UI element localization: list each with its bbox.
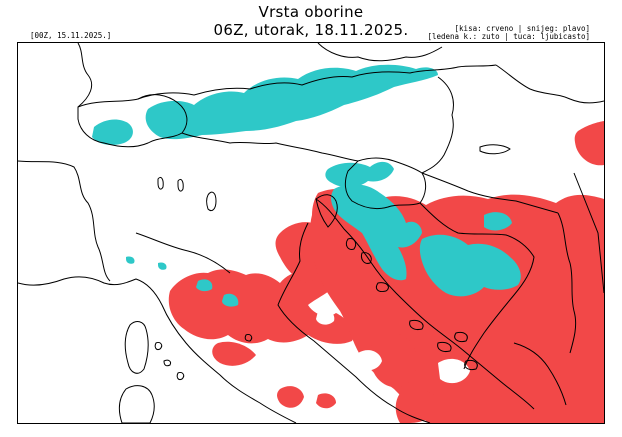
border-bosnia-serbia bbox=[557, 212, 577, 354]
coast-capraia bbox=[154, 342, 163, 350]
model-run-label: [00Z, 15.11.2025.] bbox=[30, 31, 112, 40]
rain-area-west-south bbox=[212, 341, 256, 366]
dry-gap-1 bbox=[358, 350, 382, 371]
lake-garda bbox=[206, 191, 217, 212]
rain-area-west bbox=[168, 268, 354, 344]
lakes-layer bbox=[157, 144, 511, 342]
lake-trasimeno bbox=[244, 334, 253, 342]
snow-area-bosnia bbox=[419, 234, 521, 297]
legend-line-1: [kisa: crveno | snijeg: plavo] bbox=[454, 24, 590, 33]
snow-area-slovenia bbox=[325, 161, 394, 188]
border-italy-apennine-region bbox=[135, 232, 231, 274]
map-canvas bbox=[18, 43, 604, 423]
border-montenegro bbox=[513, 342, 567, 406]
snow-spot-switzerland bbox=[172, 119, 193, 135]
coast-adriatic-italy bbox=[277, 222, 431, 423]
coast-islands-1 bbox=[345, 238, 357, 250]
snow-spot-tuscany bbox=[196, 279, 213, 292]
legend-line-2: [ledena k.: zuto | tuca: ljubicasto] bbox=[427, 32, 590, 41]
map-subtitle: 06Z, utorak, 18.11.2025. bbox=[213, 21, 409, 39]
dry-gap-2 bbox=[438, 358, 470, 384]
borders-layer bbox=[18, 43, 604, 406]
rain-area-italy-east bbox=[369, 332, 417, 388]
dry-gap-3 bbox=[316, 309, 335, 325]
coast-elba bbox=[163, 359, 171, 367]
rain-area-east-edge bbox=[574, 121, 604, 166]
coastline-layer bbox=[18, 194, 535, 423]
coast-istria bbox=[315, 194, 338, 228]
coast-islands-6 bbox=[464, 360, 478, 370]
precipitation-type-map bbox=[17, 42, 605, 424]
coast-corsica bbox=[124, 321, 149, 374]
coast-islands-7 bbox=[454, 332, 468, 342]
lake-balaton bbox=[479, 144, 511, 155]
border-slovenia bbox=[344, 157, 427, 210]
border-czech bbox=[317, 43, 443, 62]
border-germany-austria bbox=[137, 64, 497, 100]
border-austria-italy bbox=[181, 132, 359, 162]
snow-band-alps-north bbox=[145, 64, 438, 140]
border-east-right bbox=[573, 172, 604, 294]
lake-maggiore bbox=[157, 176, 164, 190]
border-germany-north bbox=[77, 43, 93, 108]
border-east-hungary bbox=[495, 64, 604, 104]
border-croatia-hungary bbox=[421, 172, 559, 214]
coast-islands-4 bbox=[409, 320, 424, 330]
snow-spot-apennine bbox=[222, 293, 239, 307]
coast-pianosa bbox=[176, 372, 185, 380]
coast-ligurian-tyrrhenian bbox=[18, 276, 297, 423]
snow-area-croatia bbox=[331, 184, 422, 281]
snow-area-bosnia-east bbox=[484, 212, 512, 231]
snow-spot-po-2 bbox=[126, 256, 135, 264]
border-austria-east bbox=[421, 76, 454, 174]
snow-layer bbox=[92, 64, 521, 307]
dry-gaps bbox=[316, 309, 470, 384]
lake-como bbox=[177, 178, 184, 192]
map-title: Vrsta oborine bbox=[258, 3, 364, 21]
rain-area-tyrrhenian bbox=[277, 386, 304, 408]
coast-adriatic-croatia bbox=[315, 198, 535, 410]
coast-islands-5 bbox=[437, 342, 452, 352]
border-france-italy bbox=[18, 160, 111, 282]
snow-spot-po-1 bbox=[158, 262, 167, 270]
coast-islands-2 bbox=[361, 252, 372, 264]
border-croatia-bosnia bbox=[419, 202, 535, 370]
snow-band-alps-west bbox=[92, 119, 133, 145]
coast-islands-3 bbox=[375, 282, 389, 292]
rain-area-tyrrhenian-2 bbox=[316, 393, 336, 409]
coast-sardinia-north bbox=[118, 385, 155, 423]
